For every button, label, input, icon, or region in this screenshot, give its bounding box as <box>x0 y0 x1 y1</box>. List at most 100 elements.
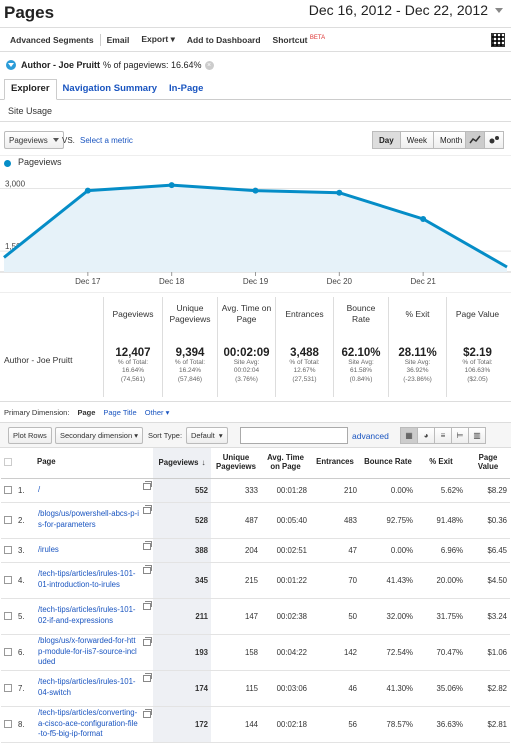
row-checkbox[interactable] <box>4 720 12 729</box>
open-page-icon[interactable] <box>143 636 152 646</box>
stat-column: Bounce Rate 62.10% Site Avg: 61.58% (0.84%) <box>333 297 388 397</box>
cell-exit: 70.47% <box>416 634 466 671</box>
row-number: 1. <box>15 478 35 503</box>
plot-rows-button[interactable]: Plot Rows <box>8 427 52 444</box>
table-row[interactable]: 8./tech-tips/articles/converting-a-cisco… <box>1 706 510 743</box>
page-link[interactable]: /blogs/us/powershell-abcs-p-is-for-param… <box>38 509 139 529</box>
row-number: 7. <box>15 670 35 707</box>
stat-column: Pageviews 12,407% of Total: 16.64% (74,561) <box>103 297 162 397</box>
row-checkbox[interactable] <box>4 576 12 585</box>
open-page-icon[interactable] <box>143 672 152 682</box>
cell-unique-pageviews: 333 <box>211 478 261 503</box>
cell-page-value: $0.36 <box>466 502 510 539</box>
grid-view-icon[interactable]: ▦ <box>400 427 418 444</box>
open-page-icon[interactable] <box>143 504 152 514</box>
comparison-view-icon[interactable]: ⊨ <box>451 427 469 444</box>
data-point[interactable] <box>84 187 91 194</box>
page-link[interactable]: / <box>38 484 41 494</box>
cell-exit: 35.06% <box>416 670 466 707</box>
tab-navigation-summary[interactable]: Navigation Summary <box>62 83 158 94</box>
export-button[interactable]: Export ▾ <box>141 34 175 44</box>
info-icon[interactable]: × <box>204 60 214 70</box>
pie-view-icon[interactable]: ◕ <box>417 427 435 444</box>
select-metric-link[interactable]: Select a metric <box>80 136 133 145</box>
shortcut-button[interactable]: Shortcut BETA <box>267 35 332 45</box>
row-checkbox[interactable] <box>4 546 12 555</box>
pageviews-chart[interactable]: 3,000 1,500 Dec 17 Dec 18 Dec 19 Dec 20 Dec 21 <box>0 172 511 292</box>
stat-sub-total: (0.84%) <box>349 375 373 383</box>
page-link[interactable]: /irules <box>38 544 59 554</box>
cell-pageviews: 552 <box>153 478 211 503</box>
data-point[interactable] <box>168 182 175 189</box>
table-row[interactable]: 6./blogs/us/x-forwarded-for-http-module-… <box>1 634 510 671</box>
tab-explorer[interactable]: Explorer <box>4 79 57 100</box>
row-select-cell <box>1 634 15 671</box>
page-link[interactable]: /tech-tips/articles/irules-101-02-if-and… <box>38 605 136 625</box>
pivot-view-icon[interactable]: ▥ <box>468 427 486 444</box>
tab-in-page[interactable]: In-Page <box>169 83 204 94</box>
row-checkbox[interactable] <box>4 486 12 495</box>
row-checkbox[interactable] <box>4 684 12 693</box>
col-page[interactable]: Page <box>35 448 153 479</box>
dimension-page-title[interactable]: Page Title <box>103 407 137 417</box>
line-chart-icon[interactable] <box>465 131 485 149</box>
row-select-cell <box>1 502 15 539</box>
x-tick-label: Dec 19 <box>243 277 269 286</box>
sort-type-select[interactable]: Default ▾ <box>186 427 228 444</box>
page-link[interactable]: /blogs/us/x-forwarded-for-http-module-fo… <box>38 636 137 667</box>
page-link[interactable]: /tech-tips/articles/converting-a-cisco-a… <box>38 708 138 739</box>
page-link[interactable]: /tech-tips/articles/irules-101-01-introd… <box>38 569 136 589</box>
day-button[interactable]: Day <box>372 131 401 149</box>
row-number: 2. <box>15 502 35 539</box>
advanced-filter-link[interactable]: advanced <box>352 431 389 441</box>
segment-toggle-icon[interactable] <box>6 60 16 70</box>
add-to-dashboard-button[interactable]: Add to Dashboard <box>186 34 261 45</box>
table-row[interactable]: 3./irules 388 204 00:02:51 47 0.00% 6.96% $6.45 <box>1 538 510 563</box>
open-page-icon[interactable] <box>143 600 152 610</box>
table-row[interactable]: 4./tech-tips/articles/irules-101-01-intr… <box>1 562 510 599</box>
col-unique-pageviews[interactable]: Unique Pageviews <box>211 448 261 479</box>
metric-select[interactable]: Pageviews <box>4 131 64 149</box>
open-page-icon[interactable] <box>143 564 152 574</box>
row-checkbox[interactable] <box>4 612 12 621</box>
stat-sub-label: Site Avg: <box>404 359 431 366</box>
col-entrances[interactable]: Entrances <box>310 448 360 479</box>
table-row[interactable]: 5./tech-tips/articles/irules-101-02-if-a… <box>1 598 510 635</box>
x-tick-label: Dec 18 <box>159 277 185 286</box>
table-search-input[interactable] <box>240 427 348 444</box>
data-point[interactable] <box>420 215 427 222</box>
table-row[interactable]: 2./blogs/us/powershell-abcs-p-is-for-par… <box>1 502 510 539</box>
col-avg-time[interactable]: Avg. Time on Page <box>261 448 310 479</box>
row-select-cell <box>1 478 15 503</box>
data-point[interactable] <box>336 189 343 196</box>
row-checkbox[interactable] <box>4 516 12 525</box>
cell-entrances: 142 <box>310 634 360 671</box>
motion-chart-icon[interactable] <box>484 131 504 149</box>
qr-code-icon[interactable] <box>491 33 505 47</box>
dimension-other[interactable]: Other ▾ <box>144 407 170 417</box>
page-link[interactable]: /tech-tips/articles/irules-101-04-switch <box>38 677 136 697</box>
col-pageviews[interactable]: Pageviews ↓ <box>153 448 211 479</box>
email-button[interactable]: Email <box>106 34 130 45</box>
table-row[interactable]: 1./ 552 333 00:01:28 210 0.00% 5.62% $8.29 <box>1 478 510 503</box>
select-all-checkbox[interactable] <box>4 458 12 467</box>
month-button[interactable]: Month <box>433 131 470 149</box>
open-page-icon[interactable] <box>143 480 152 490</box>
subtab-site-usage[interactable]: Site Usage <box>0 100 511 122</box>
table-row[interactable]: 7./tech-tips/articles/irules-101-04-swit… <box>1 670 510 707</box>
data-point[interactable] <box>252 187 259 194</box>
secondary-dimension-select[interactable]: Secondary dimension ▾ <box>55 427 143 444</box>
col-page-value[interactable]: Page Value <box>466 448 510 479</box>
row-checkbox[interactable] <box>4 648 12 657</box>
col-bounce-rate[interactable]: Bounce Rate <box>360 448 416 479</box>
cell-page-value: $8.29 <box>466 478 510 503</box>
week-button[interactable]: Week <box>399 131 434 149</box>
advanced-segments-button[interactable]: Advanced Segments <box>10 34 94 45</box>
open-page-icon[interactable] <box>143 708 152 718</box>
col-exit[interactable]: % Exit <box>416 448 466 479</box>
open-page-icon[interactable] <box>143 540 152 550</box>
dimension-page[interactable]: Page <box>77 407 96 417</box>
date-range-picker[interactable]: Dec 16, 2012 - Dec 22, 2012 <box>309 2 503 18</box>
performance-view-icon[interactable]: ≡ <box>434 427 452 444</box>
cell-pageviews: 345 <box>153 562 211 599</box>
